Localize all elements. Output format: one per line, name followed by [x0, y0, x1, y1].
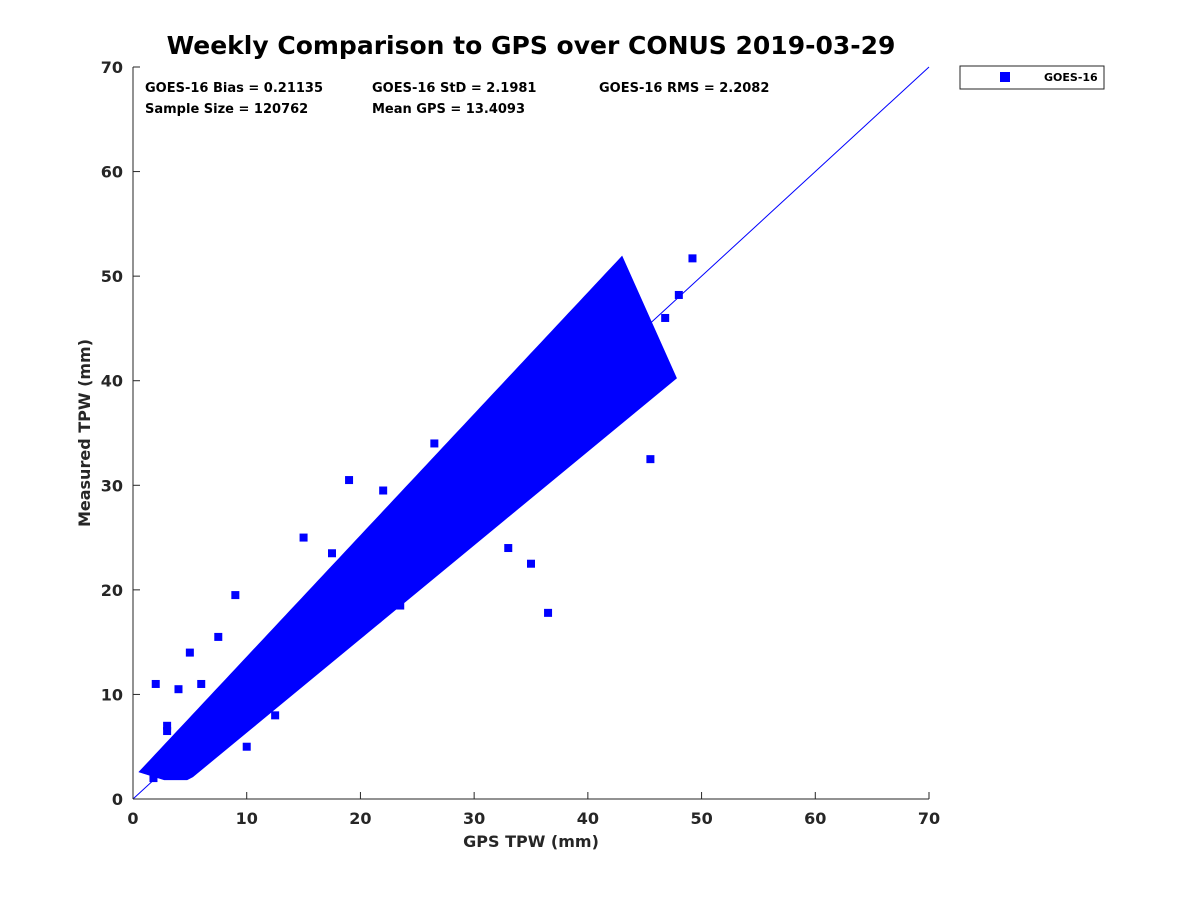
data-point	[544, 608, 553, 617]
data-point	[163, 727, 172, 736]
one-to-one-line	[132, 66, 930, 800]
data-point	[688, 254, 697, 263]
y-tick-label: 70	[101, 58, 123, 77]
x-axis-label: GPS TPW (mm)	[463, 832, 599, 851]
data-point	[151, 679, 160, 688]
data-point	[379, 486, 388, 495]
stat-rms: GOES-16 RMS = 2.2082	[599, 81, 769, 96]
stat-std: GOES-16 StD = 2.1981	[372, 81, 536, 96]
y-axis-label: Measured TPW (mm)	[75, 339, 94, 527]
stat-bias: GOES-16 Bias = 0.21135	[145, 81, 323, 96]
data-point	[149, 774, 158, 783]
x-tick-label: 60	[804, 809, 826, 828]
data-point	[527, 559, 535, 568]
y-tick-label: 30	[101, 476, 123, 495]
stat-mean-gps: Mean GPS = 13.4093	[372, 102, 525, 117]
x-tick-label: 70	[918, 809, 940, 828]
y-tick-label: 60	[101, 163, 123, 182]
data-point	[328, 549, 336, 558]
data-point	[242, 742, 251, 751]
y-tick-label: 20	[101, 581, 123, 600]
data-point	[430, 439, 439, 448]
x-tick-label: 20	[349, 809, 371, 828]
data-point	[674, 290, 683, 299]
legend: GOES-16	[959, 65, 1105, 90]
plot-axes	[132, 67, 929, 800]
x-axis-ticks: 0 10 20 30 40 50 60 70	[127, 792, 940, 828]
data-point	[197, 679, 206, 688]
legend-label: GOES-16	[1044, 71, 1098, 84]
x-tick-label: 40	[577, 809, 599, 828]
data-point	[299, 533, 308, 542]
x-tick-label: 50	[690, 809, 712, 828]
y-tick-label: 40	[101, 372, 123, 391]
data-point	[661, 313, 670, 322]
legend-marker	[1000, 72, 1010, 82]
data-point	[174, 685, 183, 694]
y-tick-label: 0	[112, 790, 123, 809]
data-point	[646, 455, 655, 464]
data-point	[185, 648, 194, 657]
legend-box	[959, 65, 1105, 90]
one-to-one-line-group	[132, 66, 930, 800]
y-axis-ticks: 0 10 20 30 40 50 60 70	[101, 58, 140, 809]
data-point	[504, 544, 513, 553]
x-tick-label: 10	[236, 809, 258, 828]
stat-sample-size: Sample Size = 120762	[145, 102, 308, 117]
scatter-points	[138, 254, 697, 783]
x-tick-label: 30	[463, 809, 485, 828]
data-point	[231, 591, 240, 600]
chart-title: Weekly Comparison to GPS over CONUS 2019…	[167, 31, 896, 60]
x-tick-label: 0	[127, 809, 138, 828]
y-tick-label: 50	[101, 267, 123, 286]
data-point	[345, 476, 354, 485]
y-tick-label: 10	[101, 685, 123, 704]
data-point	[163, 721, 172, 730]
point-cloud	[138, 255, 677, 781]
data-point	[271, 711, 280, 720]
data-point	[214, 632, 223, 641]
